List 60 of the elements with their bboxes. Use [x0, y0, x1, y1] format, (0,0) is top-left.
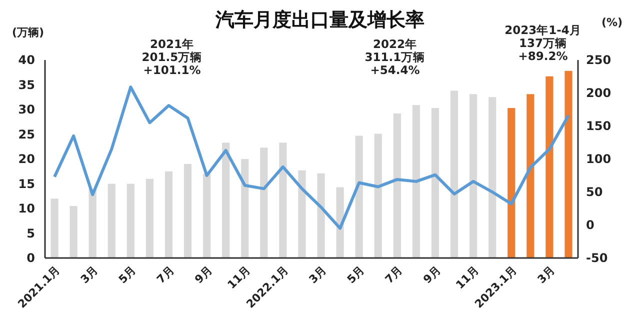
bar — [88, 188, 96, 258]
x-tick-label: 7月 — [154, 264, 177, 286]
bar — [184, 164, 192, 258]
bar — [298, 170, 306, 258]
bar — [450, 90, 458, 258]
bar — [146, 178, 154, 258]
chart-title: 汽车月度出口量及增长率 — [214, 9, 424, 31]
y-tick-label: 15 — [18, 176, 35, 191]
bar — [222, 142, 230, 258]
bar — [526, 94, 534, 258]
bar — [108, 184, 116, 258]
bar — [241, 159, 249, 258]
y-tick-label: 5 — [26, 226, 35, 240]
y-axis-title: (万辆) — [12, 26, 44, 39]
bar — [70, 206, 78, 258]
bar — [164, 171, 173, 258]
y-tick-label: 30 — [18, 102, 35, 116]
y-tick-label: 35 — [18, 78, 35, 92]
y-tick-label: 25 — [18, 127, 35, 142]
x-tick-label: 3月 — [78, 264, 101, 286]
annotation: 2021年 201.5万辆 +101.1% — [142, 37, 202, 77]
bar — [279, 142, 287, 258]
y-tick-label: 0 — [26, 251, 35, 265]
bar — [546, 76, 554, 258]
bar — [50, 198, 58, 258]
y2-tick-label: 250 — [586, 53, 612, 67]
bar — [336, 187, 344, 258]
y2-tick-label: 100 — [586, 152, 612, 166]
bar — [317, 173, 325, 258]
bar — [393, 113, 401, 258]
x-tick-label: 9月 — [420, 264, 444, 286]
bar — [564, 70, 572, 258]
bar — [374, 134, 382, 258]
annotation: 2023年1-4月 137万辆 +89.2% — [504, 23, 582, 63]
bar — [431, 108, 440, 258]
bar — [355, 136, 363, 258]
y2-tick-label: -50 — [586, 251, 608, 265]
y-tick-label: 10 — [18, 202, 35, 216]
x-tick-label: 5月 — [116, 264, 139, 286]
bar — [126, 184, 134, 258]
bar — [488, 97, 496, 258]
x-tick-label: 5月 — [344, 264, 368, 286]
annotation: 2022年 311.1万辆 +54.4% — [364, 37, 426, 77]
line-series — [53, 86, 570, 230]
y-tick-label: 20 — [18, 152, 35, 166]
bar — [260, 148, 268, 258]
bar — [508, 108, 516, 258]
y2-tick-label: 200 — [586, 86, 612, 100]
bar — [469, 94, 478, 258]
y-tick-label: 40 — [18, 53, 35, 67]
x-tick-label: 3月 — [306, 264, 329, 286]
bar — [202, 174, 211, 258]
x-tick-label: 9月 — [192, 264, 215, 286]
y2-axis-title: (%) — [601, 16, 623, 29]
y2-tick-label: 150 — [586, 119, 612, 133]
y2-tick-label: 50 — [586, 185, 603, 199]
bar — [412, 105, 420, 258]
y2-tick-label: 0 — [586, 218, 594, 232]
x-tick-label: 3月 — [535, 264, 558, 286]
x-tick-label: 7月 — [382, 264, 406, 286]
